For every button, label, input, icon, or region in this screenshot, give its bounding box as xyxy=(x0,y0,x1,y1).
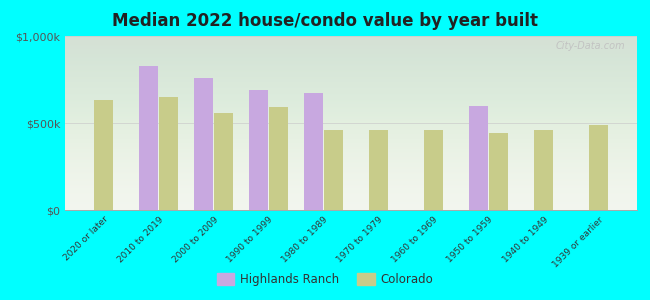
Bar xyxy=(534,130,553,210)
Bar xyxy=(214,112,233,210)
Bar xyxy=(304,93,323,210)
Bar xyxy=(94,100,113,210)
Text: City-Data.com: City-Data.com xyxy=(556,41,625,51)
Bar xyxy=(138,66,158,210)
Bar xyxy=(469,106,488,210)
Bar xyxy=(489,134,508,210)
Bar xyxy=(249,90,268,210)
Legend: Highlands Ranch, Colorado: Highlands Ranch, Colorado xyxy=(212,268,438,291)
Bar xyxy=(194,78,213,210)
Bar xyxy=(159,97,178,210)
Text: Median 2022 house/condo value by year built: Median 2022 house/condo value by year bu… xyxy=(112,12,538,30)
Bar xyxy=(324,130,343,210)
Bar xyxy=(269,107,289,210)
Bar xyxy=(424,130,443,210)
Bar xyxy=(369,130,388,210)
Bar xyxy=(589,125,608,210)
